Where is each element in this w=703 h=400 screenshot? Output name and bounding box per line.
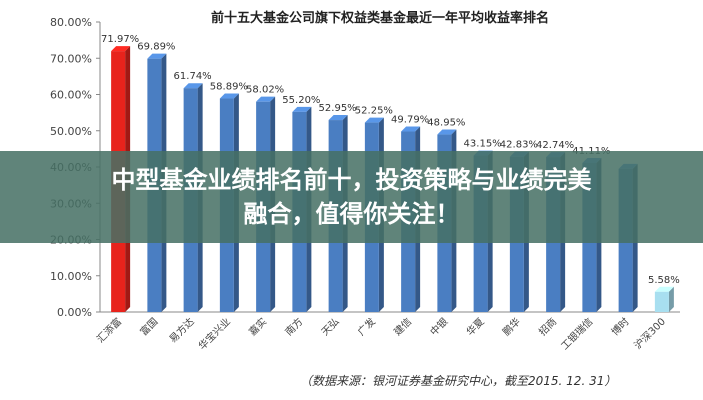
- bar-top: [147, 53, 167, 59]
- bar-top: [292, 106, 312, 112]
- bar-top: [219, 93, 239, 99]
- x-tick-label: 富国: [137, 315, 160, 338]
- y-tick-label: 60.00%: [50, 89, 92, 102]
- x-tick-label: 天弘: [319, 316, 342, 339]
- data-label: 5.58%: [648, 275, 680, 286]
- data-label: 42.83%: [500, 140, 538, 151]
- x-tick-label: 博时: [608, 315, 631, 338]
- bar-top: [654, 286, 674, 292]
- bar-front: [654, 291, 669, 312]
- data-label: 71.97%: [101, 34, 139, 45]
- x-tick-label: 鹏华: [500, 315, 523, 338]
- y-tick-label: 70.00%: [50, 52, 92, 65]
- x-tick-label: 华宝兴业: [196, 315, 233, 352]
- x-tick-label: 南方: [282, 315, 305, 338]
- data-label: 42.74%: [536, 140, 574, 151]
- x-tick-label: 沪深300: [631, 315, 668, 352]
- overlay-line-2: 融合，值得你关注！: [243, 200, 460, 228]
- x-tick-label: 易方达: [166, 315, 196, 345]
- y-tick-label: 50.00%: [50, 125, 92, 138]
- data-label: 58.89%: [210, 82, 248, 93]
- data-label: 43.15%: [464, 139, 502, 150]
- y-tick-label: 10.00%: [50, 270, 92, 283]
- data-label: 69.89%: [137, 42, 175, 53]
- data-label: 61.74%: [174, 71, 212, 82]
- y-tick-label: 80.00%: [50, 16, 92, 29]
- data-label: 52.95%: [319, 103, 357, 114]
- x-tick-label: 招商: [536, 315, 559, 338]
- data-label: 52.25%: [355, 106, 393, 117]
- x-tick-label: 华夏: [463, 315, 486, 338]
- bar-top: [401, 126, 421, 132]
- x-tick-label: 工银瑞信: [558, 315, 595, 352]
- data-label: 58.02%: [246, 85, 284, 96]
- x-tick-label: 汇添富: [94, 315, 124, 345]
- x-tick-label: 广发: [355, 315, 378, 338]
- data-labels: 71.97%69.89% 61.74%58.89%58.02%55.20%52.9…: [101, 34, 680, 286]
- bar-top: [437, 129, 457, 135]
- chart-title: 前十五大基金公司旗下权益类基金最近一年平均收益率排名: [211, 10, 549, 26]
- bar-side: [668, 286, 674, 312]
- overlay-line-1: 中型基金业绩排名前十，投资策略与业绩完美: [111, 166, 592, 194]
- y-tick-label: 0.00%: [57, 306, 92, 319]
- bar-top: [183, 83, 203, 89]
- data-label: 55.20%: [282, 95, 320, 106]
- x-tick-label: 建信: [391, 315, 414, 338]
- x-tick-label: 嘉实: [246, 315, 269, 338]
- bar-top: [328, 115, 348, 121]
- data-label: 48.95%: [427, 118, 465, 129]
- bar-top: [256, 96, 276, 102]
- bar-top: [364, 117, 384, 123]
- x-tick-label: 中银: [427, 315, 450, 338]
- source-note: （数据来源：银河证券基金研究中心，截至2015. 12. 31）: [300, 374, 617, 388]
- bar: [654, 286, 674, 312]
- data-label: 49.79%: [391, 115, 429, 126]
- bar-top: [111, 46, 131, 52]
- overlay-banner: 中型基金业绩排名前十，投资策略与业绩完美 融合，值得你关注！: [0, 151, 703, 243]
